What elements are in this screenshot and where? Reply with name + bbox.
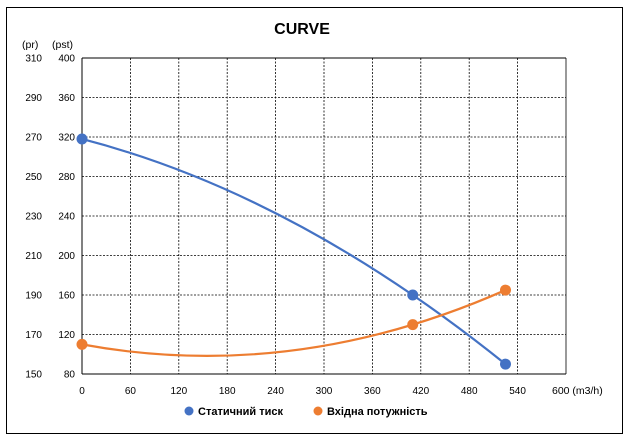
series-point-2 [407,319,419,331]
y-left-tick-label: 310 [25,54,42,65]
x-axis-unit: 600 (m3/h) [552,385,603,397]
x-tick-label: 60 [125,386,137,397]
y-right-tick-label: 160 [58,291,75,302]
legend: Статичний тиск Вхідна потужність [184,406,428,418]
tick-labels: 0 60 120 180 240 300 360 420 480 540 310 290 270 250 2… [25,54,526,398]
series-point-2 [76,338,88,350]
series-point-1 [407,289,419,301]
y-right-tick-label: 400 [58,54,75,65]
y-right-tick-label: 360 [58,93,75,104]
x-tick-label: 180 [219,386,236,397]
series-point-1 [76,133,88,145]
y-left-tick-label: 170 [25,330,42,341]
y-left-tick-label: 190 [25,291,42,302]
y-left-tick-label: 290 [25,93,42,104]
left-axis-unit: (pr) [22,39,38,51]
y-right-tick-label: 80 [64,370,76,381]
chart-frame [6,7,623,434]
series-layer [76,133,511,370]
x-tick-label: 300 [316,386,333,397]
y-left-tick-label: 250 [25,172,42,183]
series-point-1 [500,358,511,370]
y-right-tick-label: 120 [58,330,75,341]
y-left-tick-label: 210 [25,251,42,262]
y-right-tick-label: 240 [58,212,75,223]
y-right-tick-label: 280 [58,172,75,183]
series-line-2 [81,289,506,357]
x-tick-label: 480 [461,386,478,397]
chart-title: CURVE [274,21,330,38]
x-tick-label: 540 [509,386,526,397]
series-point-2 [500,284,511,296]
x-tick-label: 240 [267,386,284,397]
legend-marker-2 [313,406,323,416]
y-left-tick-label: 270 [25,133,42,144]
legend-marker-1 [184,406,194,416]
y-right-tick-label: 200 [58,251,75,262]
grid [81,57,567,375]
right-axis-unit: (pst) [52,39,73,51]
legend-label-2: Вхідна потужність [327,406,428,418]
x-tick-label: 120 [170,386,187,397]
x-tick-label: 360 [364,386,381,397]
y-left-tick-label: 150 [25,370,42,381]
y-right-tick-label: 320 [58,133,75,144]
y-left-tick-label: 230 [25,212,42,223]
series-line-1 [81,137,507,365]
x-tick-label: 420 [412,386,429,397]
x-tick-label: 0 [79,386,85,397]
legend-label-1: Статичний тиск [198,406,283,418]
